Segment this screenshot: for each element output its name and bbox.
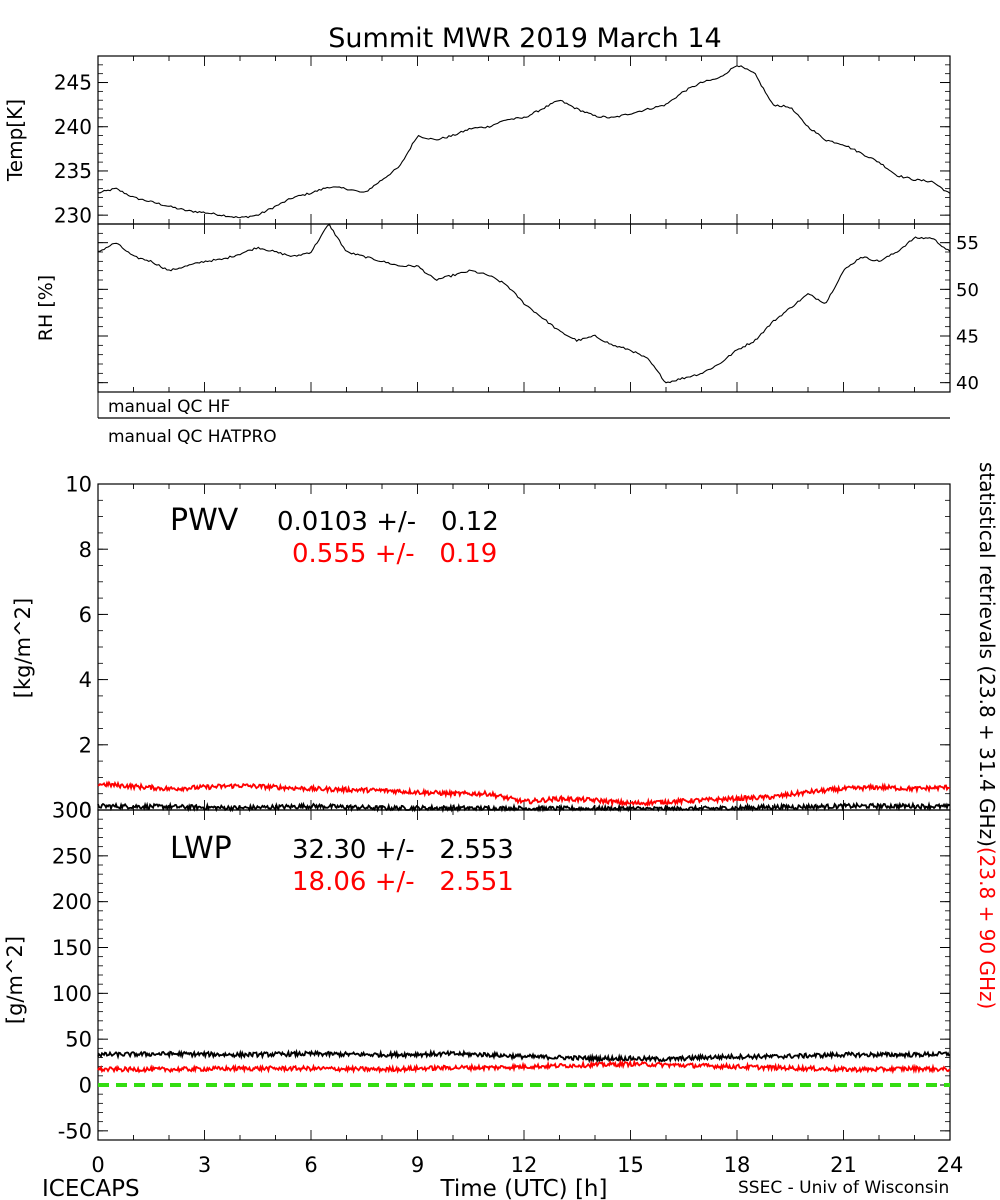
lwp-annotation-label: LWP [170,831,232,866]
qc-label-hf: manual QC HF [108,397,230,417]
y-tick-label-2-2: 4 [79,668,92,692]
x-tick-label-0: 0 [91,1153,104,1177]
y-tick-label-3-2: 50 [65,1028,92,1052]
lwp-y-label: [g/m^2] [3,936,27,1024]
y-tick-label-2-3: 6 [79,603,92,627]
y-tick-label-3-1: 0 [79,1074,92,1098]
y-tick-label-3-4: 150 [52,936,92,960]
chart-title: Summit MWR 2019 March 14 [328,23,721,54]
y-tick-label-0-0: 230 [54,203,92,227]
side-label-black: statistical retrievals (23.8 + 31.4 GHz) [975,462,999,847]
series-line-2-1 [97,780,951,808]
y-tick-label-1-2: 50 [956,280,979,301]
y-tick-label-2-4: 8 [79,538,92,562]
y-tick-label-3-6: 250 [52,844,92,868]
y-tick-label-3-3: 100 [52,982,92,1006]
x-tick-label-4: 12 [511,1153,538,1177]
x-tick-label-1: 3 [198,1153,211,1177]
series-line-3-1 [97,1059,951,1075]
qc-label-hatpro: manual QC HATPRO [108,427,277,447]
x-tick-label-6: 18 [724,1153,751,1177]
y-tick-label-0-3: 245 [54,71,92,95]
pwv-annotation-red: 0.555 +/- 0.19 [292,539,497,569]
y-tick-label-3-0: -50 [58,1119,92,1143]
series-line-1-0 [97,223,951,384]
x-tick-label-5: 15 [617,1153,644,1177]
series-line-0-0 [97,65,951,219]
footer-left: ICECAPS [42,1176,140,1200]
side-label-red: (23.8 + 90 GHz) [975,847,999,1009]
y-tick-label-1-1: 45 [956,326,979,347]
lwp-annotation-red: 18.06 +/- 2.551 [292,867,514,897]
lwp-annotation-black: 32.30 +/- 2.553 [292,835,514,865]
x-tick-label-8: 24 [937,1153,964,1177]
chart-marks: 230235240245404550550246810-500501001502… [52,55,979,1177]
x-tick-label-7: 21 [830,1153,857,1177]
series-line-2-0 [97,801,951,813]
x-tick-label-3: 9 [411,1153,424,1177]
side-label-statistical: statistical retrievals (23.8 + 31.4 GHz)… [975,462,999,1009]
y-tick-label-0-2: 240 [54,115,92,139]
y-tick-label-1-0: 40 [956,373,979,394]
pwv-annotation-black: 0.0103 +/- 0.12 [277,507,499,537]
temperature-y-label: Temp[K] [3,99,27,182]
y-tick-label-0-1: 235 [54,159,92,183]
y-tick-label-1-3: 55 [956,233,979,254]
pwv-y-label: [kg/m^2] [11,598,35,698]
y-tick-label-2-5: 10 [65,473,92,497]
x-axis-label: Time (UTC) [h] [440,1176,608,1200]
y-tick-label-2-0: 0 [79,799,92,823]
y-tick-label-3-5: 200 [52,890,92,914]
y-tick-label-3-7: 300 [52,799,92,823]
pwv-annotation-label: PWV [170,503,239,538]
rh-panel-frame [97,223,951,393]
temperature-panel-frame [97,55,951,225]
rh-y-label: RH [%] [35,275,57,341]
series-line-3-0 [97,1048,951,1064]
y-tick-label-2-1: 2 [79,733,92,757]
x-tick-label-2: 6 [304,1153,317,1177]
footer-right: SSEC - Univ of Wisconsin [738,1178,949,1198]
